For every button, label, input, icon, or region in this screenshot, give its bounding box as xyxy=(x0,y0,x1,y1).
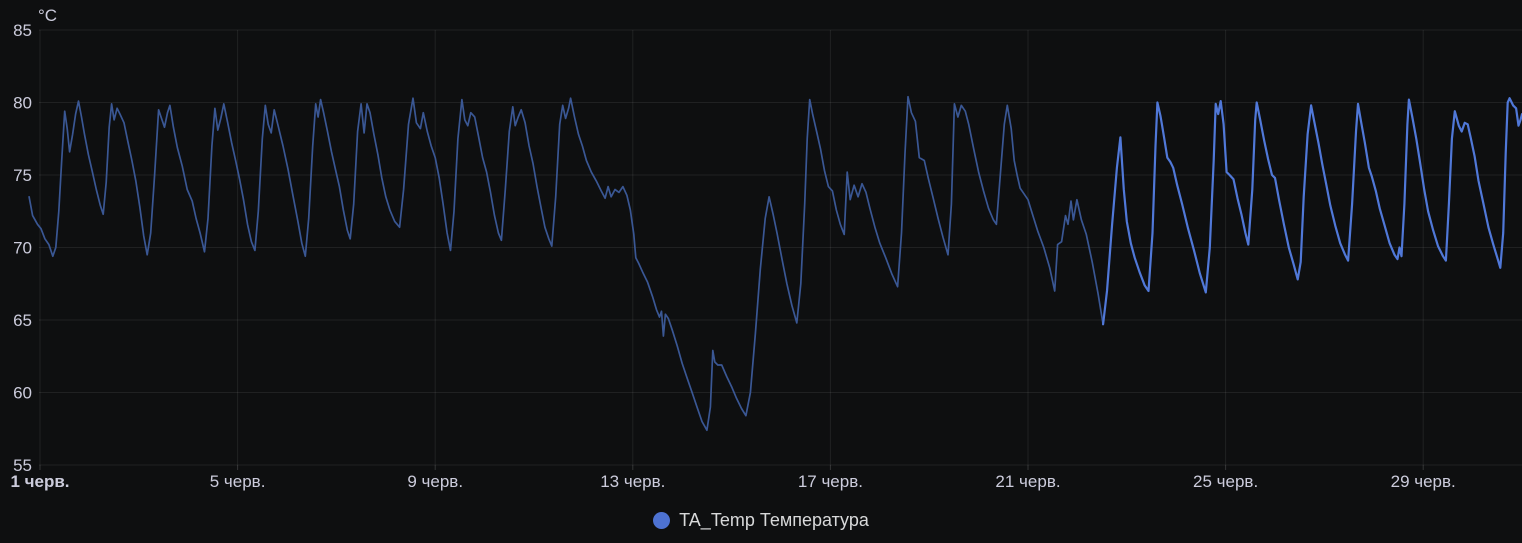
x-tick-label: 9 черв. xyxy=(407,472,463,491)
x-tick-label: 21 черв. xyxy=(995,472,1060,491)
x-tick-label: 29 черв. xyxy=(1391,472,1456,491)
time-series-chart[interactable]: 55 60 65 70 75 80 85 °C 1 черв. 5 черв. 9 черв. 13 … xyxy=(0,0,1522,505)
series-line-ta-temp xyxy=(28,95,1522,432)
x-axis: 1 черв. 5 черв. 9 черв. 13 черв. 17 черв. 21 … xyxy=(10,30,1456,491)
y-tick-label: 55 xyxy=(13,456,32,475)
x-tick-label: 17 черв. xyxy=(798,472,863,491)
x-tick-label: 1 черв. xyxy=(10,472,69,491)
y-tick-label: 85 xyxy=(13,21,32,40)
y-tick-label: 60 xyxy=(13,384,32,403)
series-polyline xyxy=(1101,97,1522,326)
y-axis-unit-label: °C xyxy=(38,6,57,25)
y-axis: 55 60 65 70 75 80 85 °C xyxy=(13,6,1522,475)
legend: TA_Temp Температура xyxy=(0,508,1522,533)
x-tick-label: 5 черв. xyxy=(210,472,266,491)
y-tick-label: 80 xyxy=(13,94,32,113)
series-polyline xyxy=(28,95,1104,432)
legend-series-label: TA_Temp Температура xyxy=(679,510,869,530)
y-tick-label: 65 xyxy=(13,311,32,330)
x-tick-label: 25 черв. xyxy=(1193,472,1258,491)
x-tick-label: 13 черв. xyxy=(600,472,665,491)
y-tick-label: 75 xyxy=(13,166,32,185)
legend-item-ta-temp[interactable]: TA_Temp Температура xyxy=(647,508,875,533)
y-tick-label: 70 xyxy=(13,239,32,258)
series-color-dot-icon xyxy=(653,512,671,529)
